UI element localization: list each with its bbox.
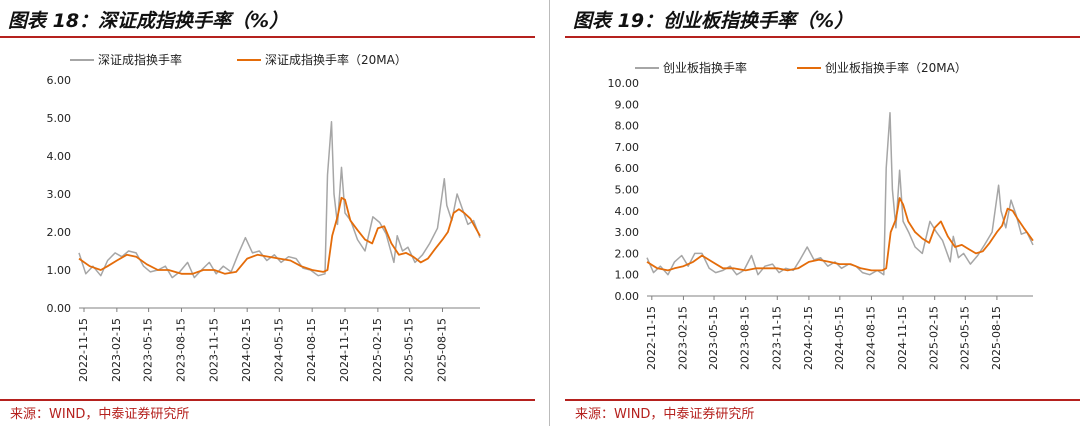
x-tick-label: 2024-08-15 [864, 306, 877, 370]
chart-title-band: 图表 18：深证成指换手率（%） [0, 0, 535, 38]
y-tick-label: 1.00 [615, 269, 640, 282]
x-tick-label: 2025-08-15 [990, 306, 1003, 370]
y-tick-label: 6.00 [615, 162, 640, 175]
source-rule [0, 399, 535, 401]
series-line-20ma [646, 197, 1034, 272]
x-tick-label: 2023-11-15 [770, 306, 783, 370]
x-tick-label: 2025-08-15 [436, 318, 449, 382]
y-tick-label: 3.00 [615, 226, 640, 239]
x-tick-label: 2022-11-15 [77, 318, 90, 382]
x-tick-label: 2023-02-15 [676, 306, 689, 370]
chart-title: 图表 19：创业板指换手率（%） [573, 10, 854, 32]
panel-divider [549, 0, 550, 426]
x-tick-label: 2022-11-15 [645, 306, 658, 370]
y-tick-label: 2.00 [47, 226, 72, 239]
x-tick-label: 2024-05-15 [272, 318, 285, 382]
source-note: 来源：WIND，中泰证券研究所 [575, 407, 755, 422]
y-tick-label: 5.00 [615, 184, 640, 197]
y-tick-label: 3.00 [47, 188, 72, 201]
x-tick-label: 2025-05-15 [403, 318, 416, 382]
x-tick-label: 2023-05-15 [707, 306, 720, 370]
legend-label-daily: 深证成指换手率 [98, 52, 182, 67]
y-tick-label: 2.00 [615, 247, 640, 260]
y-tick-label: 1.00 [47, 264, 72, 277]
source-note: 来源：WIND，中泰证券研究所 [10, 407, 190, 422]
series-line-daily [646, 112, 1034, 276]
x-tick-label: 2025-05-15 [958, 306, 971, 370]
series-line-daily [78, 121, 481, 279]
y-tick-label: 7.00 [615, 141, 640, 154]
x-tick-label: 2024-11-15 [338, 318, 351, 382]
y-tick-label: 0.00 [47, 302, 72, 315]
x-tick-label: 2023-05-15 [142, 318, 155, 382]
y-tick-label: 4.00 [47, 150, 72, 163]
legend-label-daily: 创业板指换手率 [663, 60, 747, 75]
y-tick-label: 4.00 [615, 205, 640, 218]
x-tick-label: 2024-05-15 [833, 306, 846, 370]
x-tick-label: 2023-08-15 [174, 318, 187, 382]
line-chart-chinext-turnover: 0.00 1.00 2.00 3.00 4.00 5.00 6.00 7.00 8.00 9.00… [608, 60, 1034, 370]
chart-panel-szse: 图表 18：深证成指换手率（%） 0.00 1.00 2.00 3.00 4.00 5.0… [0, 0, 535, 426]
line-chart-szse-turnover: 0.00 1.00 2.00 3.00 4.00 5.00 6.00 2022-11-15 20… [47, 52, 481, 382]
title-rule [0, 36, 535, 38]
source-rule [565, 399, 1080, 401]
legend-label-20ma: 创业板指换手率（20MA） [825, 60, 967, 75]
series-line-20ma [78, 196, 481, 275]
legend-label-20ma: 深证成指换手率（20MA） [265, 52, 407, 67]
x-tick-label: 2025-02-15 [371, 318, 384, 382]
x-tick-label: 2024-11-15 [896, 306, 909, 370]
chart-title-band: 图表 19：创业板指换手率（%） [565, 0, 1080, 38]
y-tick-label: 0.00 [615, 290, 640, 303]
x-tick-label: 2024-02-15 [802, 306, 815, 370]
y-tick-label: 9.00 [615, 98, 640, 111]
x-tick-label: 2023-08-15 [739, 306, 752, 370]
x-tick-label: 2024-02-15 [240, 318, 253, 382]
y-tick-label: 8.00 [615, 120, 640, 133]
y-tick-label: 5.00 [47, 112, 72, 125]
x-tick-label: 2024-08-15 [305, 318, 318, 382]
y-tick-label: 6.00 [47, 74, 72, 87]
chart-title: 图表 18：深证成指换手率（%） [8, 10, 289, 32]
y-tick-label: 10.00 [608, 77, 640, 90]
chart-panel-chinext: 图表 19：创业板指换手率（%） 0.00 1.00 2.00 3.00 4.00 5.0… [565, 0, 1080, 426]
x-tick-label: 2025-02-15 [928, 306, 941, 370]
x-tick-label: 2023-11-15 [207, 318, 220, 382]
x-tick-label: 2023-02-15 [110, 318, 123, 382]
title-rule [565, 36, 1080, 38]
